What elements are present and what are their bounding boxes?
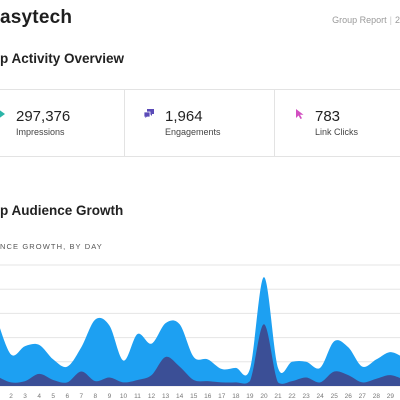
x-tick-label: 25: [331, 393, 339, 400]
x-tick-label: 13: [162, 393, 170, 400]
x-tick-label: 3: [23, 393, 27, 400]
stat-link-clicks: 783 Link Clicks: [275, 90, 400, 156]
x-tick-label: 12: [148, 393, 156, 400]
report-separator: |: [389, 15, 392, 25]
cursor-icon: [296, 109, 304, 119]
audience-growth-title: p Audience Growth: [0, 203, 124, 218]
chart-subtitle: NCE GROWTH, BY DAY: [0, 242, 103, 251]
report-date: 2: [394, 15, 400, 25]
report-title: Group Report: [332, 15, 387, 25]
x-tick-label: 5: [51, 393, 55, 400]
growth-area-secondary: [0, 324, 400, 386]
stats-divider: [124, 90, 125, 156]
x-tick-label: 10: [120, 393, 128, 400]
x-tick-label: 29: [387, 393, 395, 400]
x-tick-label: 8: [94, 393, 98, 400]
x-tick-label: 23: [302, 393, 310, 400]
stat-value: 783: [315, 108, 341, 125]
x-tick-label: 15: [190, 393, 198, 400]
x-tick-label: 11: [134, 393, 141, 400]
x-tick-label: 20: [260, 393, 268, 400]
x-tick-label: 28: [373, 393, 381, 400]
x-tick-label: 4: [37, 393, 41, 400]
stats-top-rule: [0, 89, 400, 90]
x-tick-label: 7: [79, 393, 83, 400]
audience-growth-chart: 1234567891011121314151617181920212223242…: [0, 264, 400, 400]
stat-engagements: 1,964 Engagements: [125, 90, 274, 156]
growth-area-total: [0, 277, 400, 386]
brand-logo: asytech: [0, 7, 73, 28]
stat-impressions: 297,376 Impressions: [0, 90, 124, 156]
x-tick-label: 21: [274, 393, 282, 400]
stat-label: Engagements: [165, 127, 221, 137]
x-tick-label: 17: [218, 393, 226, 400]
stat-value: 297,376: [16, 108, 71, 125]
x-tick-label: 24: [317, 393, 325, 400]
x-tick-label: 27: [359, 393, 367, 400]
chat-bubbles-icon: [144, 109, 154, 119]
impressions-icon: [0, 110, 5, 118]
stat-label: Link Clicks: [315, 127, 359, 137]
x-tick-label: 19: [246, 393, 254, 400]
x-tick-label: 18: [232, 393, 240, 400]
x-tick-label: 22: [288, 393, 296, 400]
x-tick-label: 9: [108, 393, 112, 400]
x-tick-label: 16: [204, 393, 212, 400]
x-tick-label: 2: [9, 393, 13, 400]
stats-divider: [274, 90, 275, 156]
x-tick-label: 6: [65, 393, 69, 400]
stat-value: 1,964: [165, 108, 203, 125]
stats-bottom-rule: [0, 156, 400, 157]
stat-label: Impressions: [16, 127, 65, 137]
x-tick-label: 14: [176, 393, 184, 400]
x-tick-label: 26: [345, 393, 353, 400]
activity-overview-title: p Activity Overview: [0, 51, 125, 66]
report-label: Group Report | 2: [332, 15, 400, 25]
